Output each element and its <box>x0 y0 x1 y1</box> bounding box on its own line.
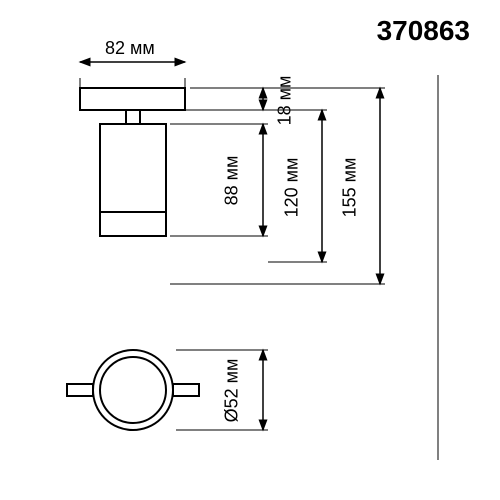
left-tab <box>67 384 93 396</box>
cylinder-body <box>100 124 166 236</box>
label-top-width: 82 мм <box>105 38 155 59</box>
drawing-svg <box>0 0 500 500</box>
bottom-inner-circle <box>100 357 166 423</box>
right-tab <box>173 384 199 396</box>
label-88: 88 мм <box>221 156 242 206</box>
technical-drawing: 370863 <box>0 0 500 500</box>
label-155: 155 мм <box>339 158 360 218</box>
label-18: 18 мм <box>274 76 295 126</box>
bottom-outer-circle <box>93 350 173 430</box>
connector <box>126 110 140 124</box>
label-diameter: Ø52 мм <box>221 359 242 423</box>
label-120: 120 мм <box>281 158 302 218</box>
mount-plate <box>80 88 185 110</box>
